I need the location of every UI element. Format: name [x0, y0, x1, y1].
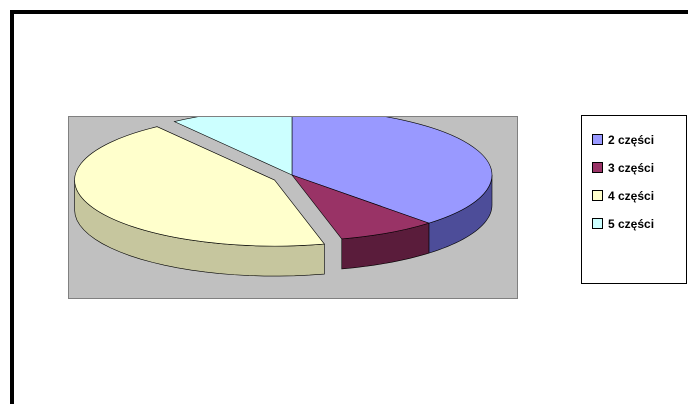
legend-label: 4 części [608, 189, 655, 203]
legend-item: 3 części [582, 154, 686, 182]
pie-chart [74, 117, 493, 277]
pie-slice-3 [74, 126, 325, 247]
legend-label: 2 części [608, 133, 655, 147]
legend-item: 4 części [582, 182, 686, 210]
pie-slice-2 [291, 174, 430, 240]
pie-tops [74, 117, 493, 247]
legend-swatch [592, 190, 603, 201]
chart-frame: 2 części 3 części 4 części 5 części [10, 10, 688, 404]
legend-swatch [592, 218, 603, 229]
legend-label: 3 części [608, 161, 655, 175]
legend-swatch [592, 134, 603, 145]
legend-item: 2 części [582, 126, 686, 154]
pie-slice-1 [291, 117, 493, 224]
pie-slice-4 [173, 117, 293, 176]
legend-item: 5 części [582, 210, 686, 238]
legend-swatch [592, 162, 603, 173]
legend: 2 części 3 części 4 części 5 części [581, 115, 687, 284]
plot-area [68, 116, 518, 299]
legend-label: 5 części [608, 217, 655, 231]
